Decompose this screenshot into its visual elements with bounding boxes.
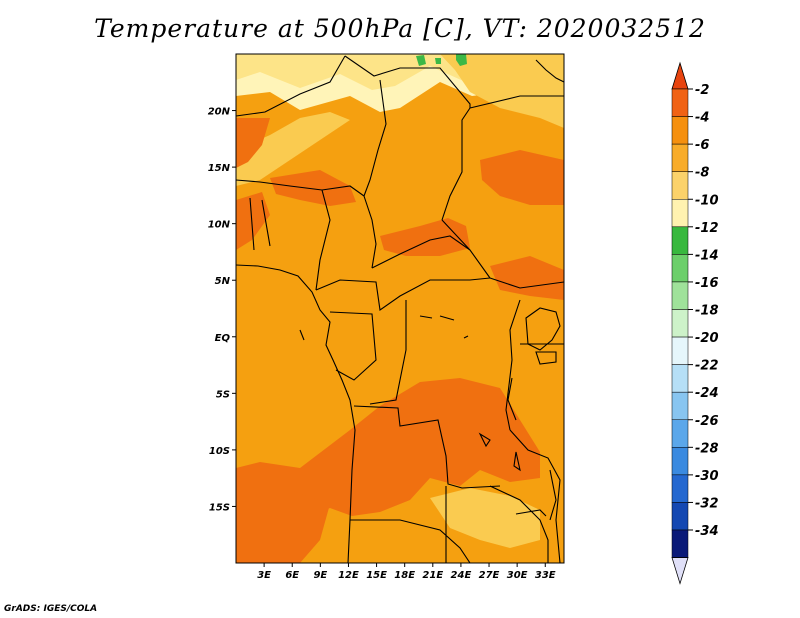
- x-tick-label: 6E: [285, 570, 299, 581]
- colorbar-swatch: [671, 88, 689, 117]
- colorbar-label: -24: [695, 386, 719, 401]
- x-tick-label: 24E: [451, 570, 472, 581]
- colorbar-label: -26: [695, 414, 719, 429]
- y-tick-label: 5S: [216, 389, 230, 400]
- colorbar-swatch: [671, 391, 689, 420]
- colorbar-swatch: [671, 116, 689, 145]
- colorbar-label: -32: [695, 496, 719, 511]
- colorbar-swatch: [671, 447, 689, 476]
- colorbar-label: -10: [695, 193, 719, 208]
- temperature-region-warm: [236, 118, 270, 168]
- temperature-region-green: [416, 55, 426, 66]
- colorbar-label: -34: [695, 524, 719, 539]
- x-tick-label: 27E: [479, 570, 500, 581]
- x-axis: 3E 6E 9E 12E 15E 18E 21E 24E 27E 30E 33E: [257, 563, 556, 581]
- y-tick-label: 5N: [215, 276, 231, 287]
- colorbar-swatch: [671, 474, 689, 503]
- colorbar-label: -30: [695, 469, 719, 484]
- temperature-region-cool: [440, 54, 564, 128]
- y-tick-label: EQ: [215, 333, 231, 344]
- colorbar-label: -12: [695, 221, 719, 236]
- colorbar-label: -28: [695, 441, 719, 456]
- colorbar-label: -14: [695, 248, 719, 263]
- map-title: Temperature at 500hPa [C], VT: 202003251…: [94, 14, 706, 43]
- x-tick-label: 21E: [422, 570, 443, 581]
- y-tick-label: 10S: [209, 446, 230, 457]
- y-tick-label: 20N: [208, 107, 231, 118]
- colorbar-label: -16: [695, 276, 719, 291]
- colorbar-swatch: [671, 226, 689, 255]
- colorbar-swatch: [671, 171, 689, 200]
- x-tick-label: 9E: [313, 570, 327, 581]
- x-tick-label: 33E: [535, 570, 556, 581]
- colorbar-swatch: [671, 336, 689, 365]
- colorbar-label: -6: [695, 138, 709, 153]
- temperature-region-warm: [480, 150, 564, 205]
- colorbar-label: -20: [695, 331, 719, 346]
- colorbar-swatch: [671, 254, 689, 283]
- temperature-region-warm: [236, 192, 270, 250]
- x-tick-label: 3E: [257, 570, 271, 581]
- x-tick-label: 15E: [366, 570, 387, 581]
- colorbar-swatch: [671, 309, 689, 338]
- x-tick-label: 12E: [338, 570, 359, 581]
- country-borders: [236, 55, 564, 563]
- colorbar-swatch: [671, 529, 689, 558]
- x-tick-label: 18E: [394, 570, 415, 581]
- temperature-region-green: [435, 58, 441, 64]
- map-plot-area: [236, 54, 564, 563]
- temperature-region-warm: [236, 484, 330, 563]
- y-tick-label: 15N: [208, 163, 231, 174]
- colorbar-swatch: [671, 143, 689, 172]
- colorbar-bottom-arrow: [671, 557, 689, 585]
- temperature-region-warm: [270, 170, 356, 206]
- credit-label: GrADS: IGES/COLA: [4, 604, 98, 614]
- map-frame: [235, 53, 565, 564]
- colorbar-swatch: [671, 502, 689, 531]
- colorbar-label: -2: [695, 83, 709, 98]
- y-tick-label: 15S: [209, 502, 230, 513]
- temperature-region-green: [456, 54, 467, 66]
- temperature-region-warm: [380, 218, 470, 256]
- colorbar-label: -22: [695, 359, 719, 374]
- x-tick-label: 30E: [507, 570, 528, 581]
- temperature-region-cool: [430, 488, 540, 548]
- colorbar-swatch: [671, 364, 689, 393]
- temperature-region-warm: [490, 256, 564, 300]
- temperature-region-cool: [236, 112, 350, 186]
- colorbar-top-arrow: [671, 61, 689, 90]
- colorbar: -2 -4 -6 -8 -10 -12 -14 -16 -18 -20 -22 -24 -26 -28 -3…: [671, 61, 719, 585]
- colorbar-swatch: [671, 281, 689, 310]
- colorbar-swatch: [671, 199, 689, 228]
- colorbar-label: -18: [695, 304, 719, 319]
- y-axis: 20N 15N 10N 5N EQ 5S 10S 15S: [208, 107, 236, 513]
- colorbar-label: -8: [695, 166, 709, 181]
- temperature-region-warm: [236, 378, 540, 526]
- colorbar-swatch: [671, 419, 689, 448]
- colorbar-label: -4: [695, 111, 709, 126]
- y-tick-label: 10N: [208, 220, 231, 231]
